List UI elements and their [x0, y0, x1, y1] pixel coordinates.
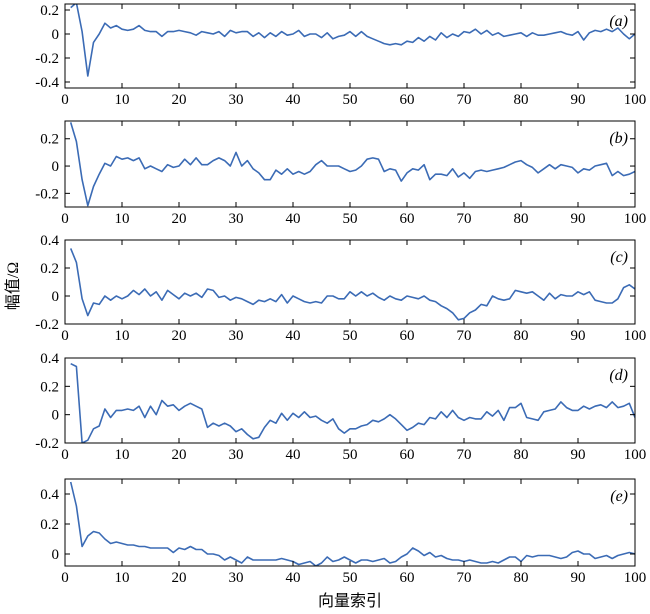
- y-tick-label: 0: [52, 27, 60, 43]
- x-tick-label: 50: [343, 211, 358, 227]
- y-tick-label: 0: [52, 547, 60, 563]
- x-tick-label: 10: [115, 447, 130, 463]
- axes-frame-d: [64, 357, 636, 444]
- x-tick-label: 100: [624, 328, 647, 344]
- x-tick-label: 30: [229, 92, 244, 108]
- x-tick-label: 50: [343, 447, 358, 463]
- x-tick-label: 90: [571, 92, 586, 108]
- panel-label-d: (d): [609, 367, 628, 384]
- panel-label-b: (b): [609, 130, 628, 147]
- x-tick-label: 60: [400, 447, 415, 463]
- x-tick-label: 50: [343, 328, 358, 344]
- x-tick-label: 20: [172, 447, 187, 463]
- panel-label-a: (a): [609, 13, 628, 30]
- x-tick-label: 20: [172, 570, 187, 586]
- x-tick-label: 90: [571, 570, 586, 586]
- x-axis-label: 向量索引: [318, 592, 382, 610]
- panel-label-c: (c): [610, 249, 628, 266]
- panel-e: 0 10 20 30 40 50 60 70 80 90 100 0.4 0.2 0 (e): [40, 478, 647, 586]
- y-tick-label: 0: [52, 408, 60, 424]
- x-tick-label: 80: [514, 570, 529, 586]
- y-tick-label: -0.2: [35, 186, 59, 202]
- panel-label-e: (e): [610, 488, 628, 505]
- x-tick-label: 100: [624, 570, 647, 586]
- y-tick-label: 0.4: [40, 487, 59, 503]
- y-tick-label: 0.4: [40, 233, 59, 249]
- data-line-b: [69, 122, 635, 207]
- x-tick-label: 20: [172, 92, 187, 108]
- x-tick-label: 40: [286, 328, 301, 344]
- y-tick-label: -0.2: [35, 317, 59, 333]
- axes-frame-c: [64, 239, 636, 325]
- y-tick-label: -0.2: [35, 51, 59, 67]
- x-tick-label: 20: [172, 328, 187, 344]
- x-tick-label: 40: [286, 92, 301, 108]
- x-tick-label: 40: [286, 211, 301, 227]
- x-tick-label: 70: [457, 211, 472, 227]
- x-tick-label: 90: [571, 447, 586, 463]
- y-tick-label: 0.2: [40, 3, 59, 19]
- data-line-d: [70, 362, 635, 443]
- y-tick-label: -0.2: [35, 436, 59, 452]
- x-tick-label: 100: [624, 92, 647, 108]
- x-tick-label: 90: [571, 328, 586, 344]
- x-tick-label: 60: [400, 328, 415, 344]
- y-tick-label: 0: [52, 159, 60, 175]
- y-tick-label: 0: [52, 289, 60, 305]
- x-tick-label: 80: [514, 328, 529, 344]
- x-tick-label: 80: [514, 92, 529, 108]
- x-tick-label: 40: [286, 447, 301, 463]
- data-line-a: [70, 4, 635, 77]
- data-line-e: [69, 481, 635, 566]
- y-tick-label: 0.2: [40, 379, 59, 395]
- x-tick-label: 60: [400, 570, 415, 586]
- axes-frame-e: [64, 478, 636, 567]
- x-tick-label: 100: [624, 447, 647, 463]
- x-tick-label: 0: [61, 447, 69, 463]
- x-tick-label: 70: [457, 447, 472, 463]
- x-tick-label: 70: [457, 328, 472, 344]
- y-axis-label: 幅值/Ω: [4, 262, 22, 310]
- x-tick-label: 30: [229, 328, 244, 344]
- x-tick-label: 0: [61, 92, 69, 108]
- x-tick-label: 70: [457, 570, 472, 586]
- x-tick-label: 0: [61, 211, 69, 227]
- x-tick-label: 0: [61, 570, 69, 586]
- x-tick-label: 60: [400, 92, 415, 108]
- y-tick-label: 0.2: [40, 261, 59, 277]
- x-tick-label: 20: [172, 211, 187, 227]
- panel-a: 0 10 20 30 40 50 60 70 80 90 100 0.2 0 -0.2 -0.4 (a): [35, 3, 646, 108]
- x-tick-label: 10: [115, 328, 130, 344]
- x-tick-label: 50: [343, 570, 358, 586]
- y-tick-label: 0.2: [40, 132, 59, 148]
- x-tick-label: 30: [229, 447, 244, 463]
- y-tick-label: 0.2: [40, 517, 59, 533]
- x-tick-label: 30: [229, 570, 244, 586]
- y-tick-label: 0.4: [40, 351, 59, 367]
- x-tick-label: 80: [514, 447, 529, 463]
- x-tick-label: 90: [571, 211, 586, 227]
- y-tick-label: -0.4: [35, 75, 59, 91]
- x-tick-label: 60: [400, 211, 415, 227]
- x-tick-label: 40: [286, 570, 301, 586]
- x-tick-label: 70: [457, 92, 472, 108]
- x-tick-label: 10: [115, 570, 130, 586]
- x-tick-label: 100: [624, 211, 647, 227]
- x-tick-label: 80: [514, 211, 529, 227]
- x-tick-label: 10: [115, 92, 130, 108]
- x-tick-label: 50: [343, 92, 358, 108]
- data-line-c: [69, 248, 635, 321]
- x-tick-label: 10: [115, 211, 130, 227]
- x-tick-label: 0: [61, 328, 69, 344]
- x-tick-label: 30: [229, 211, 244, 227]
- axes-frame-a: [64, 3, 636, 89]
